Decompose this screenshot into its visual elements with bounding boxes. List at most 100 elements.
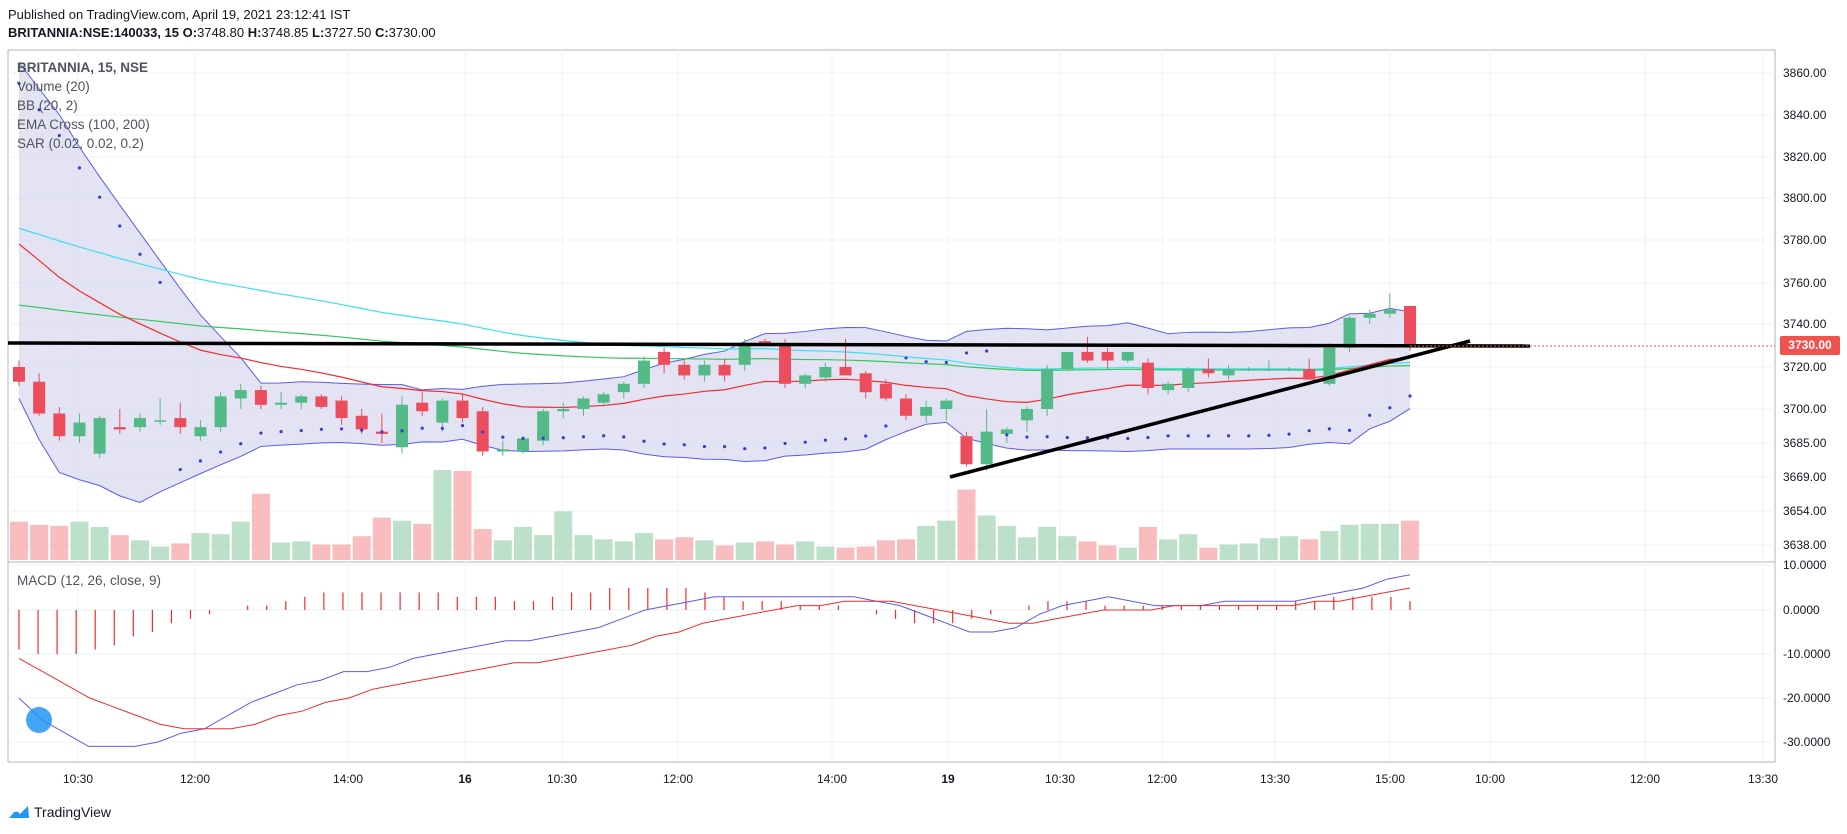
legend-volume[interactable]: Volume (20) (17, 79, 90, 94)
candle-body (839, 367, 852, 376)
volume-bar (1179, 534, 1198, 560)
candle-body (1222, 369, 1235, 376)
price-axis-label: 3654.00 (1783, 504, 1827, 518)
volume-bar (876, 540, 895, 560)
sar-dot (279, 430, 283, 434)
volume-bar (493, 540, 512, 560)
candle-body (496, 449, 509, 452)
candle-body (1020, 409, 1033, 421)
price-axis-label: 3669.00 (1783, 470, 1827, 484)
volume-bar (372, 517, 391, 560)
candle-body (859, 373, 872, 393)
low-value: 3727.50 (324, 25, 372, 40)
volume-bar (1159, 539, 1178, 560)
sar-dot (763, 446, 767, 450)
candle-body (658, 351, 671, 365)
candle-body (1182, 369, 1195, 388)
ema-100-line (18, 243, 1411, 409)
candle-body (617, 383, 630, 393)
volume-bar (1340, 524, 1359, 560)
volume-bar (110, 535, 129, 560)
tradingview-watermark-icon (26, 707, 52, 733)
sar-dot (98, 195, 102, 199)
sar-dot (37, 108, 41, 112)
ema-200-line (18, 304, 1411, 371)
volume-bar (957, 489, 976, 560)
sar-dot (985, 349, 989, 353)
price-axis-label: 3820.00 (1783, 150, 1827, 164)
legend-sar[interactable]: SAR (0.02, 0.02, 0.2) (17, 136, 144, 151)
time-axis-label: 14:00 (817, 772, 847, 786)
sar-dot (259, 431, 263, 435)
price-axis-label: 3860.00 (1783, 66, 1827, 80)
volume-bar (1280, 536, 1299, 560)
sar-dot (339, 427, 344, 431)
volume-bar (755, 541, 774, 560)
volume-bar (1219, 544, 1238, 560)
candle-body (234, 390, 247, 399)
macd-legend[interactable]: MACD (12, 26, close, 9) (17, 573, 162, 588)
sar-dot (1206, 434, 1211, 438)
candle-body (920, 406, 933, 416)
candle-body (1202, 369, 1215, 374)
volume-bar (816, 546, 835, 560)
candle-body (416, 402, 429, 412)
sar-dot (1146, 435, 1150, 440)
sar-dot (380, 430, 384, 434)
candle-body (174, 418, 187, 428)
time-axis-label: 12:00 (1630, 772, 1660, 786)
tradingview-footer[interactable]: TradingView (8, 804, 111, 820)
sar-dot (843, 437, 848, 441)
volume-bar (1360, 523, 1379, 560)
candle-body (718, 364, 731, 376)
candle-body (113, 427, 126, 430)
sar-dot (864, 434, 868, 438)
volume-bar (1118, 547, 1137, 560)
candle-body (940, 400, 953, 409)
sar-dot (1247, 434, 1251, 438)
volume-bar (10, 521, 28, 560)
volume-bar (90, 526, 109, 560)
candle-body (597, 394, 610, 403)
volume-bar (634, 533, 653, 560)
candle-body (1383, 309, 1396, 314)
open-value: 3748.80 (197, 25, 245, 40)
candle-body (698, 364, 711, 376)
candle-body (557, 409, 570, 412)
high-label: H: (247, 25, 262, 40)
price-axis-label: 3720.00 (1783, 360, 1827, 374)
sar-dot (400, 429, 404, 433)
sar-dot (964, 351, 969, 355)
sar-dot (1408, 394, 1412, 398)
price-axis-label: 3780.00 (1783, 233, 1827, 247)
candle-body (1162, 383, 1175, 391)
sar-dot (743, 447, 747, 451)
sar-dot (138, 252, 142, 256)
volume-bar (50, 525, 69, 560)
volume-bar (594, 539, 613, 560)
sar-dot (662, 442, 666, 446)
sar-dot (924, 360, 928, 364)
price-axis-label: 3638.00 (1783, 538, 1827, 552)
candle-body (53, 413, 66, 437)
sar-dot (1186, 434, 1190, 438)
time-axis-label: 13:30 (1260, 772, 1290, 786)
sar-dot (944, 360, 948, 365)
volume-bar (393, 520, 412, 560)
volume-bar (997, 525, 1016, 560)
candle-body (396, 404, 409, 448)
candle-body (900, 398, 913, 416)
time-axis-label: 10:30 (547, 772, 577, 786)
sar-dot (1005, 433, 1009, 437)
sar-dot (1025, 435, 1029, 439)
volume-bar (352, 536, 371, 560)
candle-body (154, 420, 167, 422)
volume-bar (1098, 545, 1117, 560)
price-axis-label: 3740.00 (1783, 317, 1827, 331)
legend-ema-cross[interactable]: EMA Cross (100, 200) (17, 117, 150, 132)
legend-bb[interactable]: BB (20, 2) (17, 98, 78, 113)
sar-dot (158, 280, 162, 285)
time-axis-label: 16 (458, 772, 472, 786)
candle-body (133, 418, 146, 428)
